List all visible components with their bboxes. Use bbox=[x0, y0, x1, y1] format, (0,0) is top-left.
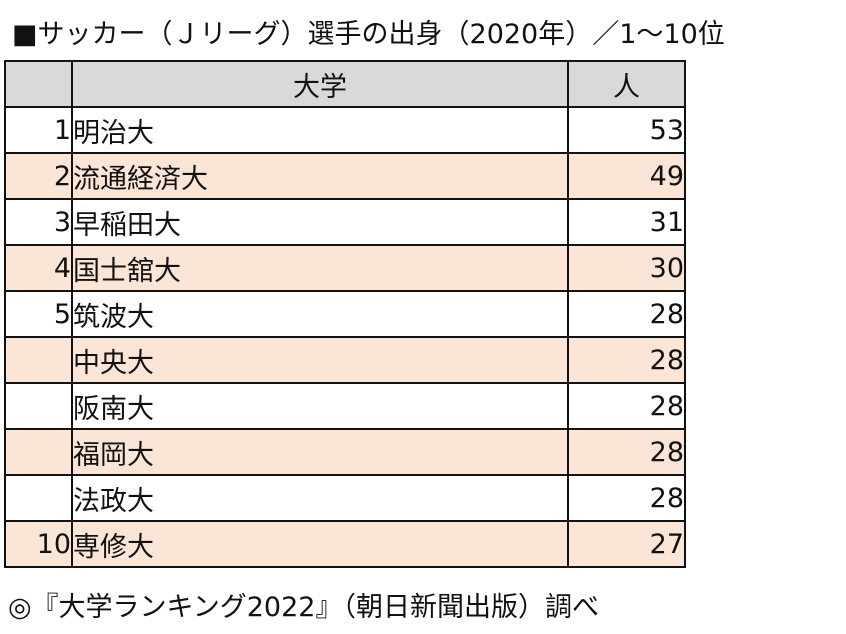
header-rank bbox=[4, 60, 73, 108]
count-cell: 28 bbox=[567, 382, 686, 430]
header-count: 人 bbox=[567, 60, 686, 108]
rank-cell: 10 bbox=[4, 520, 73, 568]
table-row: 5 筑波大 28 bbox=[4, 290, 686, 338]
table-row: 4 国士舘大 30 bbox=[4, 244, 686, 292]
count-cell: 31 bbox=[567, 198, 686, 246]
rank-cell bbox=[4, 428, 73, 476]
source-footnote: ◎『大学ランキング2022』（朝日新聞出版）調べ bbox=[8, 592, 599, 623]
rank-cell bbox=[4, 336, 73, 384]
table-row: 10 専修大 27 bbox=[4, 520, 686, 568]
rank-cell: 5 bbox=[4, 290, 73, 338]
count-cell: 28 bbox=[567, 336, 686, 384]
count-cell: 28 bbox=[567, 428, 686, 476]
table-row: 阪南大 28 bbox=[4, 382, 686, 430]
count-cell: 27 bbox=[567, 520, 686, 568]
university-cell: 流通経済大 bbox=[71, 152, 569, 200]
table-row: 3 早稲田大 31 bbox=[4, 198, 686, 246]
count-cell: 28 bbox=[567, 290, 686, 338]
table-header-row: 大学 人 bbox=[4, 60, 686, 108]
rank-cell bbox=[4, 382, 73, 430]
page-title: ■サッカー（Ｊリーグ）選手の出身（2020年）／1〜10位 bbox=[12, 19, 725, 50]
university-cell: 国士舘大 bbox=[71, 244, 569, 292]
table-row: 1 明治大 53 bbox=[4, 106, 686, 154]
university-cell: 専修大 bbox=[71, 520, 569, 568]
header-university: 大学 bbox=[71, 60, 569, 108]
table-row: 福岡大 28 bbox=[4, 428, 686, 476]
count-cell: 30 bbox=[567, 244, 686, 292]
rank-cell: 3 bbox=[4, 198, 73, 246]
rank-cell: 4 bbox=[4, 244, 73, 292]
rank-cell bbox=[4, 474, 73, 522]
university-cell: 明治大 bbox=[71, 106, 569, 154]
table-row: 中央大 28 bbox=[4, 336, 686, 384]
ranking-table: 大学 人 1 明治大 53 2 流通経済大 49 3 早稲田大 31 4 国士舘… bbox=[4, 60, 686, 568]
university-cell: 阪南大 bbox=[71, 382, 569, 430]
table-row: 法政大 28 bbox=[4, 474, 686, 522]
university-cell: 法政大 bbox=[71, 474, 569, 522]
count-cell: 53 bbox=[567, 106, 686, 154]
university-cell: 早稲田大 bbox=[71, 198, 569, 246]
rank-cell: 1 bbox=[4, 106, 73, 154]
count-cell: 28 bbox=[567, 474, 686, 522]
rank-cell: 2 bbox=[4, 152, 73, 200]
table-row: 2 流通経済大 49 bbox=[4, 152, 686, 200]
university-cell: 筑波大 bbox=[71, 290, 569, 338]
count-cell: 49 bbox=[567, 152, 686, 200]
university-cell: 福岡大 bbox=[71, 428, 569, 476]
university-cell: 中央大 bbox=[71, 336, 569, 384]
